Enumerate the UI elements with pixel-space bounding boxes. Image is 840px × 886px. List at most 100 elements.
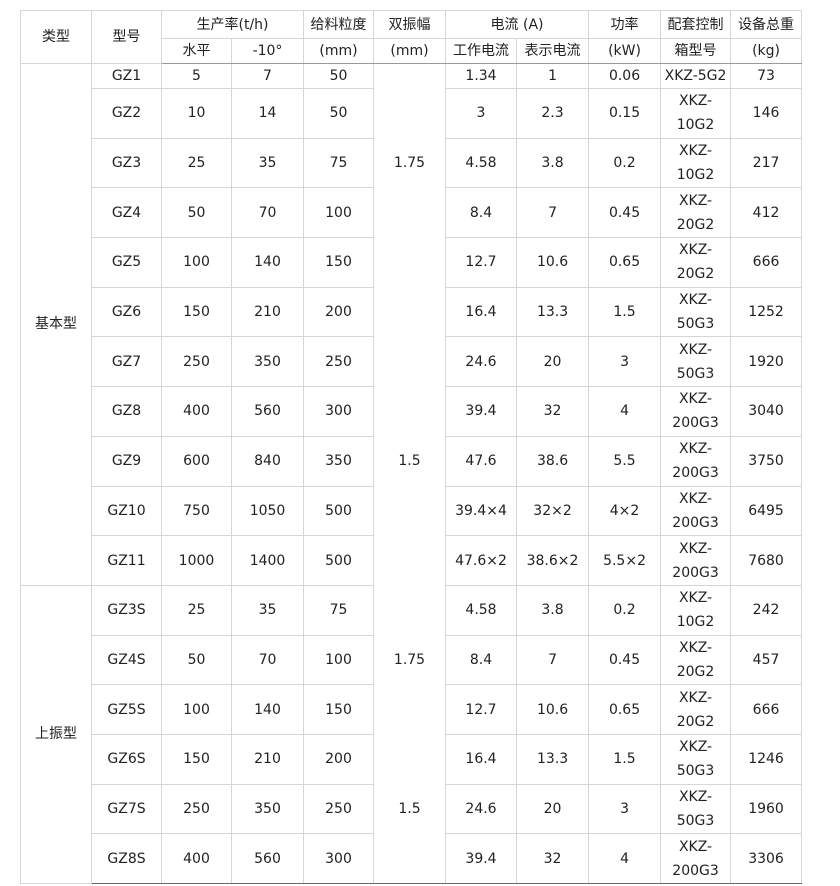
table-row: GZ5 100 140 150 12.7 10.6 0.65 XKZ- 20G2 666 — [21, 237, 803, 288]
table-cell: 47.6×2 — [445, 535, 518, 586]
table-row: GZ7S 250 350 250 1.5 24.6 20 3 XKZ- 50G3 1960 — [21, 783, 803, 835]
table-cell: 1400 — [230, 535, 305, 586]
table-cell: XKZ- 50G3 — [660, 783, 732, 835]
table-cell: 7 — [516, 187, 590, 239]
table-cell: 25 — [161, 584, 232, 636]
table-cell: 150 — [161, 286, 232, 338]
table-row: GZ4 50 70 100 8.4 7 0.45 XKZ- 20G2 412 — [21, 187, 803, 239]
table-cell — [373, 684, 447, 735]
table-row: GZ6S 150 210 200 16.4 13.3 1.5 XKZ- 50G3 1246 — [21, 733, 803, 785]
table-cell: 50 — [303, 88, 375, 139]
table-cell: GZ8 — [91, 386, 162, 437]
table-cell — [373, 287, 447, 337]
table-cell: 5.5 — [588, 435, 662, 487]
table-cell: 70 — [230, 187, 305, 239]
table-cell: 5.5×2 — [588, 535, 662, 586]
table-cell: GZ3 — [91, 137, 162, 189]
table-cell: 100 — [303, 634, 375, 686]
table-cell: GZ11 — [91, 535, 162, 586]
table-cell: XKZ- 200G3 — [660, 535, 732, 586]
table-cell: 750 — [161, 485, 232, 537]
table-cell: 0.65 — [588, 684, 662, 735]
table-cell: 75 — [303, 584, 375, 636]
table-cell: 50 — [161, 187, 232, 239]
table-cell: 2.3 — [516, 88, 590, 139]
table-cell: 1.5 — [588, 286, 662, 338]
table-cell: 16.4 — [445, 733, 518, 785]
table-cell: GZ9 — [91, 435, 162, 487]
table-cell: 150 — [161, 733, 232, 785]
table-cell: XKZ- 20G2 — [660, 187, 732, 239]
table-cell: 1000 — [161, 535, 232, 586]
table-cell: GZ4S — [91, 634, 162, 686]
table-cell: 3750 — [730, 435, 803, 487]
table-cell: 400 — [161, 833, 232, 884]
table-cell: 70 — [230, 634, 305, 686]
table-cell: 1.5 — [373, 436, 447, 486]
table-cell: 0.45 — [588, 634, 662, 686]
table-cell: GZ4 — [91, 187, 162, 239]
table-cell: 47.6 — [445, 435, 518, 487]
table-cell: 250 — [303, 783, 375, 835]
table-cell: 200 — [303, 733, 375, 785]
table-cell: 16.4 — [445, 286, 518, 338]
table-cell: 24.6 — [445, 336, 518, 388]
table-cell: GZ1 — [91, 63, 162, 89]
table-row: GZ4S 50 70 100 1.75 8.4 7 0.45 XKZ- 20G2 457 — [21, 634, 803, 686]
table-cell: GZ8S — [91, 833, 162, 884]
table-cell: 25 — [161, 137, 232, 189]
table-cell: 13.3 — [516, 286, 590, 338]
table-cell: GZ2 — [91, 88, 162, 139]
table-cell: 7680 — [730, 535, 803, 586]
table-cell: GZ5 — [91, 237, 162, 288]
header-weight-unit: (kg) — [730, 38, 803, 64]
table-cell: 6495 — [730, 485, 803, 537]
table-cell: 100 — [303, 187, 375, 239]
table-cell: 4×2 — [588, 485, 662, 537]
table-cell: 1920 — [730, 336, 803, 388]
table-cell: 0.2 — [588, 137, 662, 189]
table-cell: 3 — [588, 783, 662, 835]
table-cell: XKZ- 20G2 — [660, 237, 732, 288]
table-row: 上振型 GZ3S 25 35 75 4.58 3.8 0.2 XKZ- 10G2 242 — [20, 584, 803, 885]
table-row: 基本型 GZ1 5 7 50 1.34 1 0.06 XKZ-5G2 73 — [20, 63, 803, 586]
table-cell: 250 — [303, 336, 375, 388]
table-cell: 560 — [230, 386, 305, 437]
table-cell: 73 — [730, 63, 803, 89]
table-cell: 1960 — [730, 783, 803, 835]
table-row: GZ10 750 1050 500 39.4×4 32×2 4×2 XKZ- 200G3 649… — [21, 485, 803, 537]
table-cell: 13.3 — [516, 733, 590, 785]
table-cell: 3040 — [730, 386, 803, 437]
table-cell: XKZ- 200G3 — [660, 386, 732, 437]
table-cell: 100 — [161, 237, 232, 288]
table-cell: 14 — [230, 88, 305, 139]
header-control-2: 箱型号 — [660, 38, 732, 64]
table-cell: 39.4 — [445, 386, 518, 437]
header-cur-indicate: 表示电流 — [516, 38, 590, 64]
table-cell: 1 — [516, 63, 590, 89]
table-cell: 0.06 — [588, 63, 662, 89]
table-cell — [373, 833, 447, 884]
table-cell: 250 — [161, 783, 232, 835]
table-cell: GZ7 — [91, 336, 162, 388]
header-model: 型号 — [91, 10, 162, 64]
table-cell: 10.6 — [516, 237, 590, 288]
type-cell: 上振型 — [20, 584, 92, 885]
table-cell: 140 — [230, 237, 305, 288]
table-cell: 4 — [588, 386, 662, 437]
table-cell: 5 — [161, 63, 232, 89]
table-cell: XKZ- 10G2 — [660, 137, 732, 189]
table-cell: 250 — [161, 336, 232, 388]
table-cell: XKZ- 200G3 — [660, 435, 732, 487]
table-cell: 20 — [516, 783, 590, 835]
table-cell: GZ6S — [91, 733, 162, 785]
table-cell: GZ6 — [91, 286, 162, 338]
table-cell: 32 — [516, 386, 590, 437]
table-cell: 300 — [303, 833, 375, 884]
table-cell: 200 — [303, 286, 375, 338]
table-cell: 666 — [730, 684, 803, 735]
table-row: GZ11 1000 1400 500 47.6×2 38.6×2 5.5×2 XKZ- 200… — [21, 535, 803, 586]
table-cell: 35 — [230, 137, 305, 189]
table-cell: 50 — [161, 634, 232, 686]
table-cell: 150 — [303, 237, 375, 288]
